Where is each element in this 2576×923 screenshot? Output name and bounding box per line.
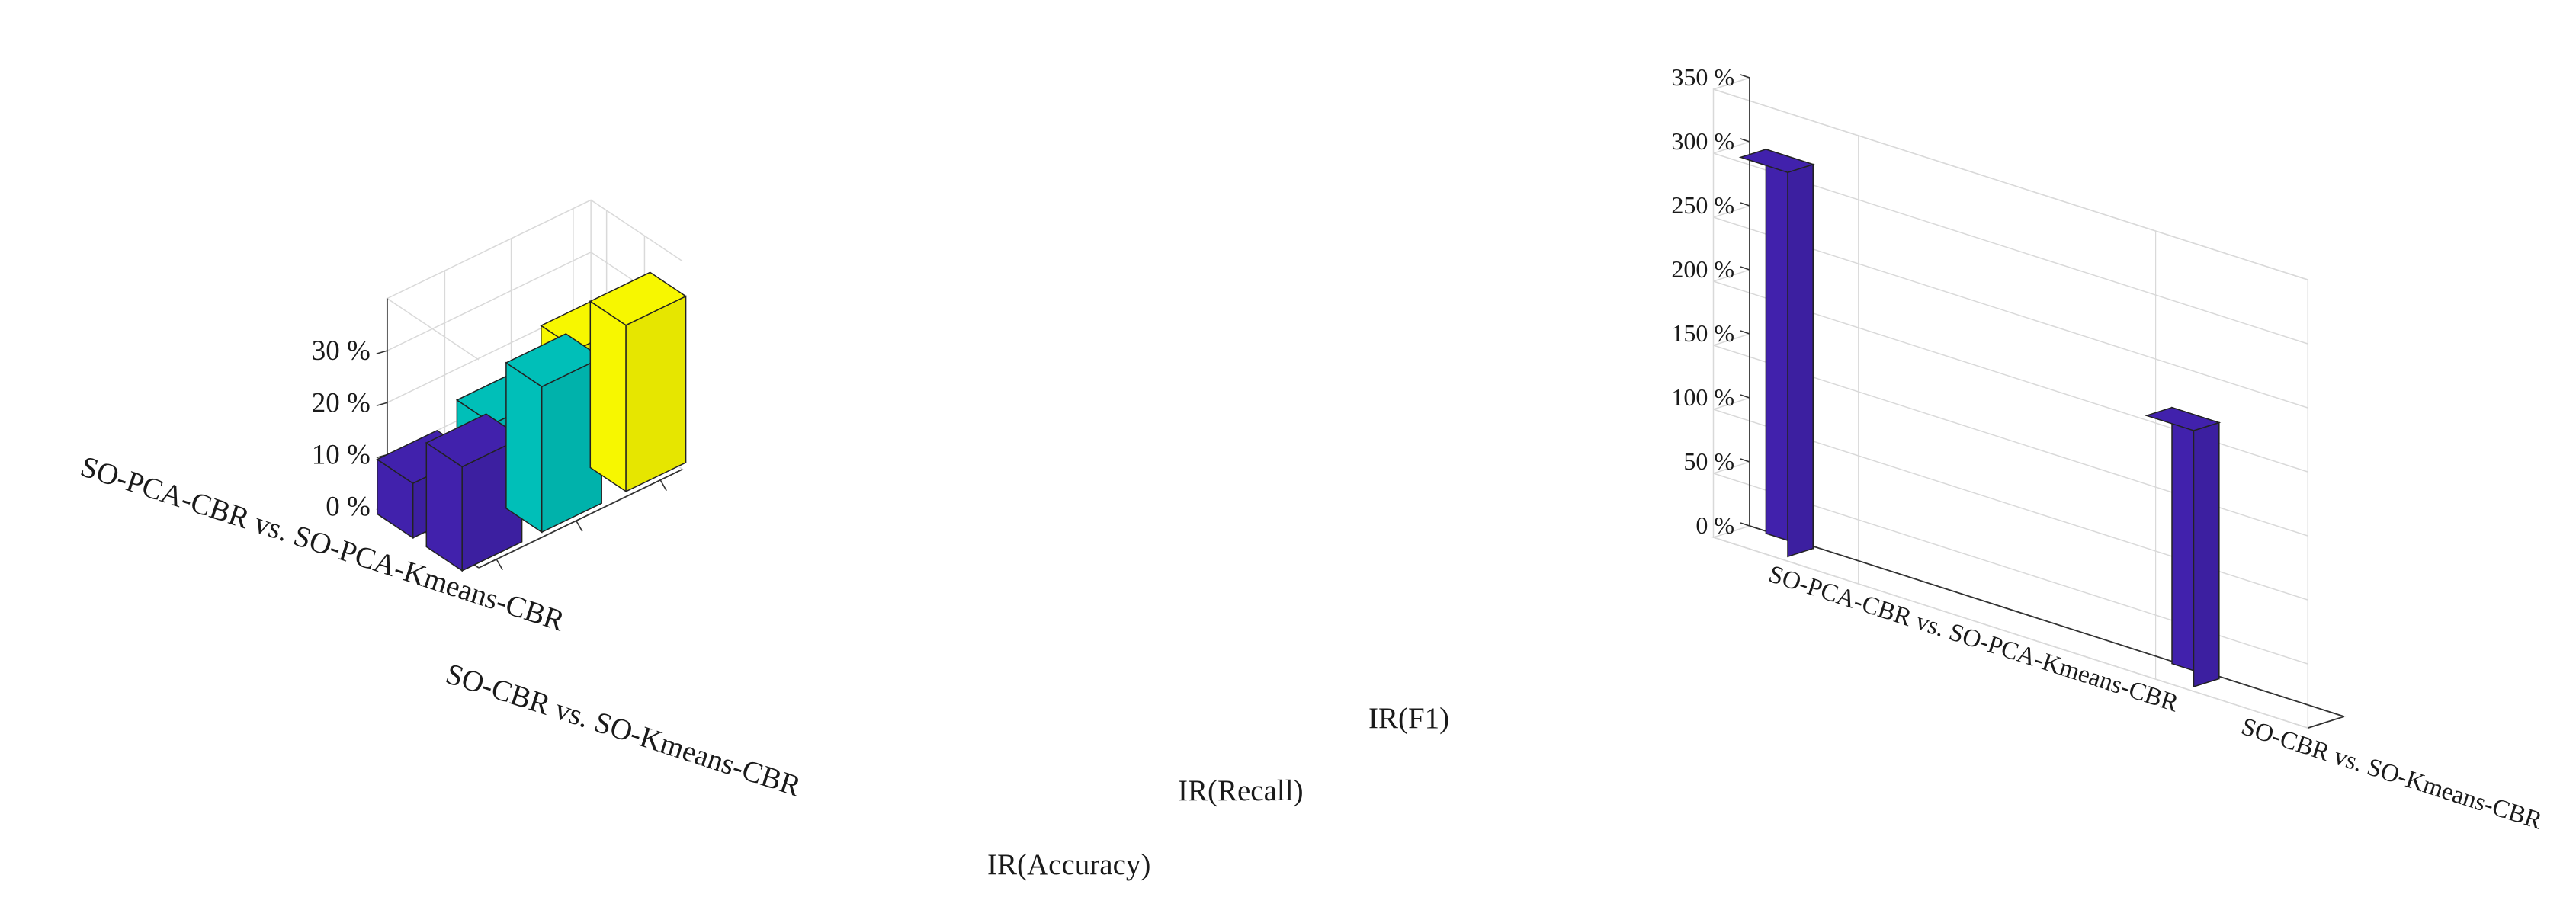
right-grid-zside-1 [1713,461,1750,474]
left-y-tick-2 [659,479,667,492]
left-bars [376,271,688,572]
bar-0-1 [425,413,524,572]
right-grid-zside-2 [1713,397,1750,410]
left-depth-label: IR(F1) [1368,702,1449,735]
right-bar-0 [1738,148,1815,558]
right-bar-face-top [1738,149,1815,173]
right-z-tick-label: 150 % [1671,319,1734,347]
left-z-tick-3 [376,350,388,354]
right-floor [1711,525,2347,729]
right-x-axis [1749,525,2345,717]
bar-1-1 [505,333,603,534]
right-z-tick-label: 250 % [1671,191,1734,219]
left-z-tick-label: 0 % [326,492,371,523]
right-bar-face-side [2193,421,2220,688]
right-y-axis [2308,716,2345,729]
right-bar-1 [2145,406,2222,688]
right-bar-face-side [1787,163,1814,558]
left-y-tick-1 [576,520,583,532]
left-y-tick-labels: IR(Accuracy) IR(Recall) IR(F1) [987,702,1449,881]
right-z-tick-5 [1740,202,1750,207]
left-category-label: SO-CBR vs. SO-Kmeans-CBR [442,657,805,803]
left-z-tick-label: 10 % [312,439,371,470]
right-z-tick-label: 100 % [1671,383,1734,411]
right-grid-zside-3 [1713,333,1750,346]
bar-face-left [589,300,627,493]
right-axes [1740,74,2345,729]
right-bars [1738,148,2222,688]
bar-2-1 [589,271,688,493]
right-grid-top-side [1713,77,1750,90]
right-category-label: SO-CBR vs. SO-Kmeans-CBR [2238,713,2546,835]
left-z-tick-2 [376,402,388,407]
right-z-tick-label: 350 % [1671,63,1734,91]
left-z-tick-label: 30 % [312,335,371,367]
bar-face-left [505,361,543,534]
right-z-tick-4 [1740,266,1750,271]
left-3d-bar-chart: 0 %10 %20 %30 % SO-PCA-CBR vs. SO-PCA-Km… [77,199,1449,881]
right-z-tick-6 [1740,138,1750,143]
left-z-tick-labels: 0 % 10 % 20 % 30 % [312,335,371,523]
bar-face-top [589,271,688,326]
right-bar-face-top [2145,406,2222,431]
left-grid-top-rim [386,199,683,361]
right-z-tick-label: 50 % [1683,447,1734,475]
bar-face-right [625,295,687,492]
right-z-tick-label: 200 % [1671,255,1734,283]
right-grid-zside-6 [1713,141,1750,154]
right-z-tick-3 [1740,330,1750,335]
left-depth-label: IR(Accuracy) [987,848,1150,881]
left-depth-label: IR(Recall) [1178,774,1304,807]
right-grid-zside-5 [1713,205,1750,218]
bar-face-top [505,333,603,388]
right-category-label: SO-PCA-CBR vs. SO-PCA-Kmeans-CBR [1766,560,2182,717]
right-z-tick-2 [1740,394,1750,399]
left-z-tick-label: 20 % [312,387,371,418]
right-z-tick-7 [1740,74,1750,79]
right-z-tick-label: 300 % [1671,127,1734,155]
right-z-tick-label: 0 % [1695,511,1734,539]
right-z-tick-0 [1740,522,1750,527]
right-z-tick-1 [1740,458,1750,463]
left-y-axis [478,468,683,569]
left-y-tick-0 [496,559,503,571]
right-3d-bar-chart: 0 % 50 % 100 % 150 % 200 % 250 % 300 % 350 % SO… [1671,63,2545,835]
bar-face-top [425,413,524,468]
right-grid-zline-7 [1713,88,2308,280]
right-z-tick-labels: 0 % 50 % 100 % 150 % 200 % 250 % 300 % 350 % [1671,63,1734,539]
right-grid-zside-4 [1713,269,1750,282]
